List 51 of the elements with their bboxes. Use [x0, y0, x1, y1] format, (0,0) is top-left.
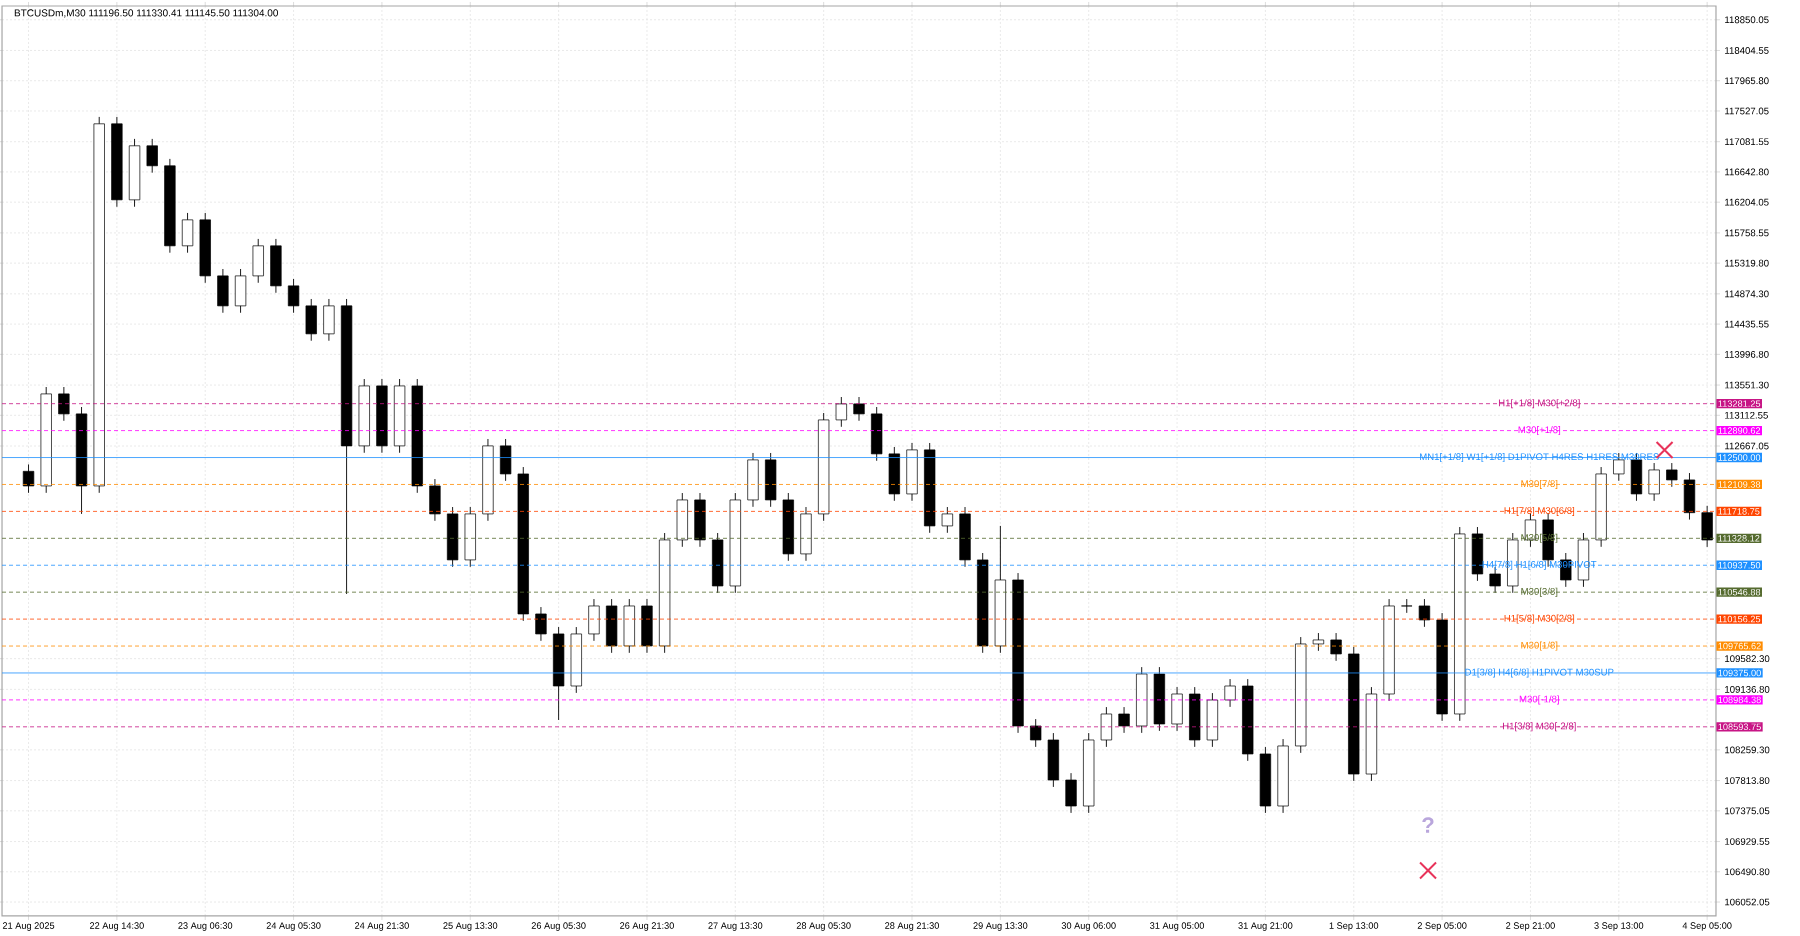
candlestick: [623, 598, 635, 654]
candlestick: [1030, 718, 1042, 748]
candlestick: [959, 506, 971, 568]
candlestick: [641, 598, 653, 654]
candlestick: [1118, 706, 1130, 734]
candlestick: [1489, 566, 1501, 594]
candlestick: [58, 386, 70, 422]
candlestick: [181, 212, 194, 254]
candlestick: [146, 138, 158, 174]
candlestick: [464, 506, 476, 568]
candlestick: [446, 506, 459, 568]
candlestick: [270, 238, 282, 294]
candlestick: [1100, 706, 1113, 748]
candlestick: [1418, 598, 1431, 628]
candlestick: [906, 442, 918, 502]
candlestick: [588, 598, 600, 642]
candlestick: [871, 406, 883, 462]
candlestick: [1401, 598, 1413, 614]
candlestick: [22, 463, 35, 494]
candlestick: [694, 492, 706, 548]
candlestick: [1189, 686, 1201, 748]
candlestick: [888, 446, 900, 502]
candlestick: [853, 396, 865, 422]
candlestick: [1171, 686, 1183, 732]
candlestick: [605, 598, 618, 654]
candlestick: [1666, 462, 1678, 488]
candlestick: [252, 238, 264, 284]
candlestick: [1224, 678, 1236, 708]
annotation: ?: [1422, 817, 1434, 833]
candlestick: [234, 268, 247, 314]
candlestick: [1330, 632, 1342, 662]
candlestick: [1047, 732, 1060, 788]
candlestick: [323, 298, 335, 342]
candlestick: [287, 278, 300, 314]
candlestick: [941, 506, 954, 534]
candlestick: [765, 452, 777, 508]
candlestick: [535, 606, 547, 642]
candlestick: [429, 478, 441, 522]
candlestick: [747, 452, 759, 508]
candlestick: [800, 506, 812, 562]
candlestick: [1065, 772, 1077, 814]
candlestick: [499, 438, 512, 482]
candlestick: [711, 532, 724, 594]
candlestick: [217, 268, 229, 314]
candlestick: [1648, 462, 1660, 502]
candlestick: [1701, 505, 1713, 548]
candlestick: [305, 298, 317, 342]
candlestick: [1683, 472, 1696, 521]
candlestick: [676, 492, 688, 548]
candlestick: [1206, 692, 1219, 748]
candlestick: [835, 396, 847, 428]
